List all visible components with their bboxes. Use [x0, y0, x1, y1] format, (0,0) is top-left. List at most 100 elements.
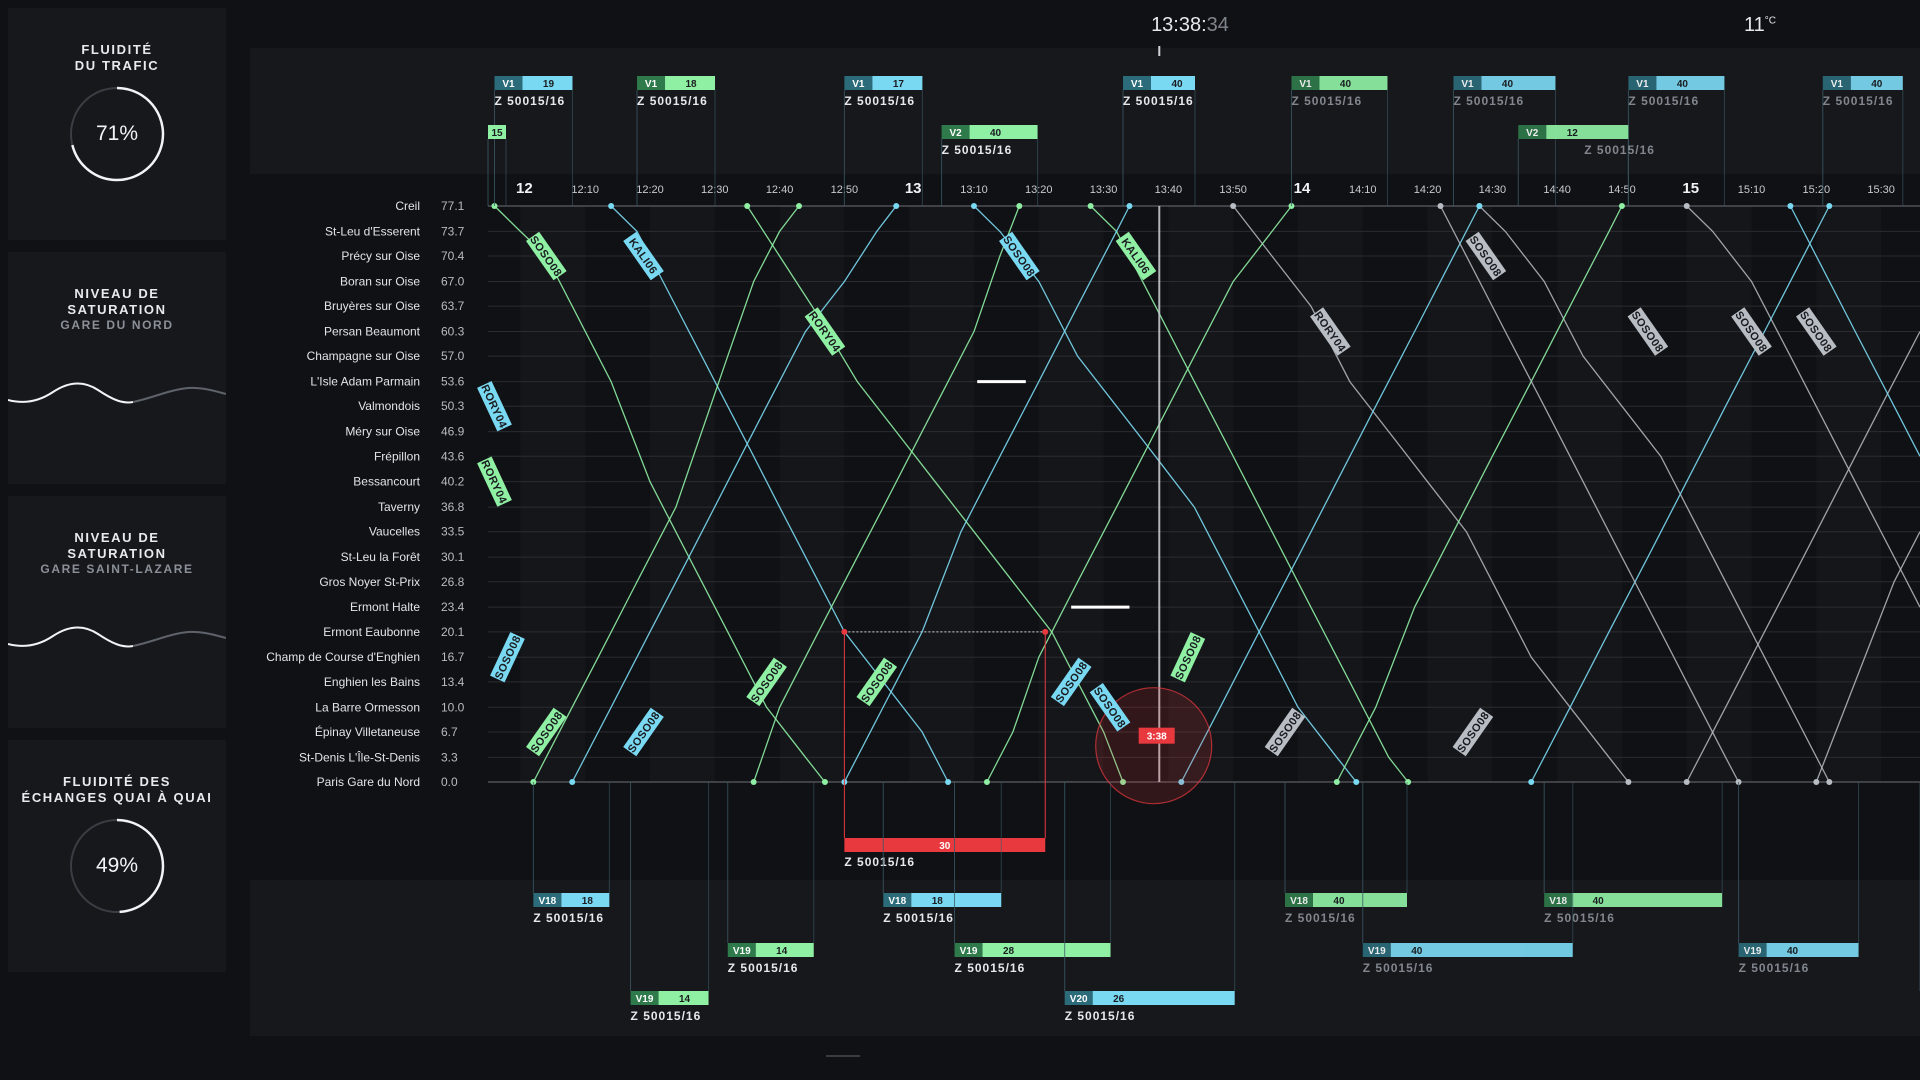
- platform-tag[interactable]: V1 19 Z 50015/16: [494, 76, 573, 108]
- scroll-indicator[interactable]: [826, 1055, 860, 1057]
- train-path[interactable]: [571, 205, 897, 783]
- platform-tag-count: 15: [491, 128, 503, 139]
- station-label: Frépillon: [374, 449, 420, 463]
- platform-tag-count: 14: [776, 946, 788, 957]
- platform-tag[interactable]: V1 40 Z 50015/16: [1123, 76, 1196, 108]
- train-terminal-dot: [945, 779, 952, 785]
- platform-tag[interactable]: V19 14 Z 50015/16: [727, 943, 814, 975]
- platform-tag[interactable]: 15: [488, 125, 506, 139]
- platform-tag[interactable]: V2 40 Z 50015/16: [941, 125, 1038, 157]
- train-path[interactable]: [746, 205, 1124, 783]
- station-km: 13.4: [441, 675, 465, 689]
- train-path[interactable]: [1815, 531, 1920, 783]
- platform-tag[interactable]: V1 18 Z 50015/16: [637, 76, 716, 108]
- platform-tag[interactable]: V19 28 Z 50015/16: [954, 943, 1111, 975]
- hour-label: 12: [516, 180, 533, 197]
- train-path[interactable]: [1530, 205, 1830, 783]
- train-path[interactable]: [1686, 331, 1920, 783]
- train-path[interactable]: [532, 205, 800, 783]
- platform-tag[interactable]: V20 26 Z 50015/16: [1064, 991, 1235, 1023]
- time-tick-label: 14:50: [1608, 184, 1636, 196]
- station-km: 36.8: [441, 500, 465, 514]
- train-path[interactable]: [1180, 205, 1480, 783]
- train-id-tag-bg: [525, 231, 567, 281]
- platform-tag-train-id: Z 50015/16: [1628, 94, 1699, 108]
- train-terminal-dot: [1618, 203, 1625, 209]
- platform-tag[interactable]: V19 40 Z 50015/16: [1362, 943, 1573, 975]
- platform-tag[interactable]: V1 40 Z 50015/16: [1453, 76, 1556, 108]
- train-terminal-dot: [1683, 203, 1690, 209]
- platform-tag-train-id: Z 50015/16: [1453, 94, 1524, 108]
- platform-tag-count: 14: [679, 994, 691, 1005]
- train-path[interactable]: [1336, 205, 1623, 783]
- train-path[interactable]: [1789, 205, 1920, 457]
- time-tick-label: 12:20: [636, 184, 664, 196]
- platform-tag-fill: [561, 893, 610, 907]
- kpi-panel-1[interactable]: FLUIDITÉ DU TRAFIC 71%: [8, 8, 226, 240]
- station-km: 16.7: [441, 650, 465, 664]
- kpi-panel-4[interactable]: FLUIDITÉ DES ÉCHANGES QUAI À QUAI 49%: [8, 740, 226, 972]
- train-id-tag-bg: [1731, 307, 1772, 356]
- platform-tag[interactable]: V18 18 Z 50015/16: [883, 893, 1002, 925]
- delay-bar[interactable]: [844, 838, 1046, 852]
- platform-tag[interactable]: V1 17 Z 50015/16: [844, 76, 923, 108]
- platform-tag-count: 40: [1333, 896, 1345, 907]
- platform-tag-count: 40: [990, 128, 1002, 139]
- station-km: 40.2: [441, 475, 465, 489]
- station-label: Bruyères sur Oise: [324, 299, 420, 313]
- platform-tag-track-bg: [630, 991, 659, 1005]
- delay-train-id: Z 50015/16: [844, 855, 915, 869]
- train-path[interactable]: [986, 205, 1293, 783]
- station-km: 77.1: [441, 199, 465, 213]
- panel-title-line: SATURATION: [67, 546, 167, 561]
- kpi-panel-2[interactable]: NIVEAU DE SATURATION GARE DU NORD: [8, 252, 226, 484]
- platform-tag-track: V18: [1549, 896, 1567, 907]
- platform-tag[interactable]: V19 40 Z 50015/16: [1738, 943, 1859, 975]
- kpi-panel-3[interactable]: NIVEAU DE SATURATION GARE SAINT-LAZARE: [8, 496, 226, 728]
- train-path[interactable]: [753, 205, 1020, 783]
- platform-tag[interactable]: V18 40 Z 50015/16: [1544, 893, 1723, 925]
- platform-tag-track-bg: [494, 76, 523, 90]
- station-km: 10.0: [441, 700, 465, 714]
- train-path[interactable]: [843, 205, 1131, 783]
- train-id-tag-bg: [1310, 307, 1351, 356]
- platform-tag[interactable]: V19 14 Z 50015/16: [630, 991, 709, 1023]
- platform-tag-count: 40: [1171, 79, 1183, 90]
- platform-tag[interactable]: V1 40 Z 50015/16: [1291, 76, 1388, 108]
- platform-tag-count: 40: [1502, 79, 1514, 90]
- platform-tag-fill: [872, 76, 923, 90]
- time-stripe: [909, 206, 974, 782]
- saturation-wave: [8, 382, 226, 404]
- alert-badge-label: 3:38: [1147, 732, 1167, 743]
- station-label: L'Isle Adam Parmain: [310, 375, 420, 389]
- train-id-tag-bg: [1796, 307, 1837, 356]
- alert-badge[interactable]: [1138, 727, 1175, 744]
- platform-tag[interactable]: V1 40 Z 50015/16: [1822, 76, 1903, 108]
- platform-tag[interactable]: V1 40 Z 50015/16: [1628, 76, 1725, 108]
- train-path[interactable]: [1232, 205, 1629, 783]
- platform-tag[interactable]: V18 18 Z 50015/16: [533, 893, 610, 925]
- platform-tag[interactable]: V2 12 Z 50015/16: [1518, 125, 1655, 157]
- platform-tag-track-bg: [1822, 76, 1851, 90]
- platform-tag-track-bg: [941, 125, 970, 139]
- panel-title-line: FLUIDITÉ: [81, 42, 153, 57]
- gauge-ring: [69, 818, 165, 914]
- train-id-tag-bg: [746, 657, 787, 707]
- train-terminal-dot: [893, 203, 900, 209]
- train-terminal-dot: [796, 203, 803, 209]
- train-path[interactable]: [1478, 205, 1830, 783]
- station-label: Précy sur Oise: [341, 249, 420, 263]
- platform-tag-track: V19: [1744, 946, 1762, 957]
- train-path[interactable]: [1439, 205, 1740, 783]
- time-tick-label: 13:10: [960, 184, 988, 196]
- platform-tag-track: V19: [733, 946, 751, 957]
- platform-tag-track: V1: [1461, 79, 1474, 90]
- train-id-tag-bg: [1170, 632, 1206, 683]
- time-tick-label: 12:40: [766, 184, 794, 196]
- train-terminal-dot: [569, 779, 576, 785]
- platform-tag[interactable]: V18 40 Z 50015/16: [1284, 893, 1407, 925]
- platform-tag-fill: [658, 991, 709, 1005]
- platform-tag-count: 40: [1340, 79, 1352, 90]
- station-label: St-Leu d'Esserent: [325, 224, 421, 238]
